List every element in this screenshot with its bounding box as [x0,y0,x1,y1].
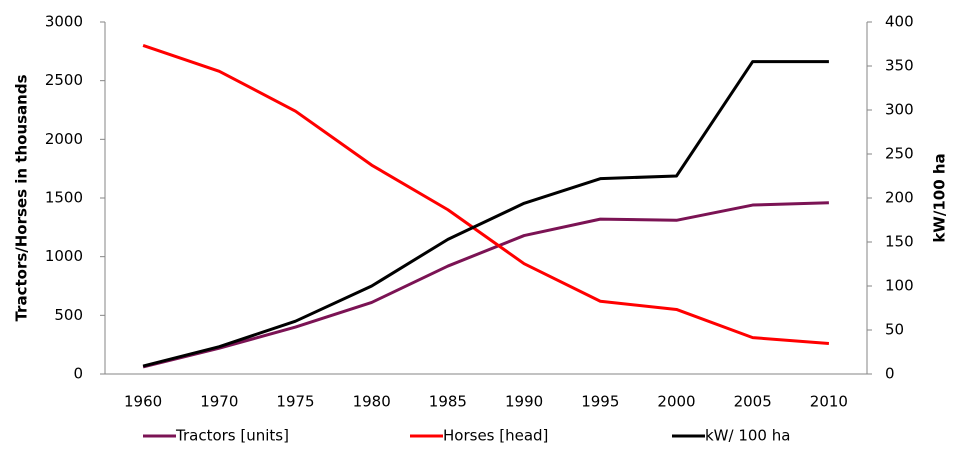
y2-axis-title: kW/100 ha [931,153,949,242]
x-tick-label: 1995 [581,393,619,411]
y-tick-label: 2500 [45,71,83,89]
y2-tick-label: 150 [885,233,914,251]
y-axis-title: Tractors/Horses in thousands [13,74,31,321]
x-tick-label: 2000 [657,393,695,411]
y2-tick-label: 100 [885,277,914,295]
y-tick-label: 3000 [45,13,83,31]
series-line [142,201,829,369]
legend-label: Horses [head] [443,427,548,445]
y2-tick-label: 300 [885,101,914,119]
x-tick-label: 1970 [200,393,238,411]
legend-label: Tractors [units] [175,427,289,445]
y2-tick-label: 250 [885,145,914,163]
x-tick-label: 2010 [810,393,848,411]
x-tick-label: 1975 [276,393,314,411]
y2-tick-label: 350 [885,57,914,75]
x-tick-label: 1990 [505,393,543,411]
series-line [142,44,830,345]
y2-tick-label: 200 [885,189,914,207]
x-tick-label: 2005 [734,393,772,411]
y-tick-label: 1000 [45,247,83,265]
y2-tick-label: 0 [885,365,895,383]
y-tick-label: 2000 [45,130,83,148]
legend-label: kW/ 100 ha [705,427,790,445]
y-tick-label: 500 [54,306,83,324]
x-tick-label: 1960 [124,393,162,411]
y2-tick-label: 400 [885,13,914,31]
x-tick-label: 1980 [353,393,391,411]
y2-tick-label: 50 [885,321,904,339]
y-tick-label: 0 [73,365,83,383]
series-line [142,60,829,368]
x-tick-label: 1985 [429,393,467,411]
y-tick-label: 1500 [45,189,83,207]
